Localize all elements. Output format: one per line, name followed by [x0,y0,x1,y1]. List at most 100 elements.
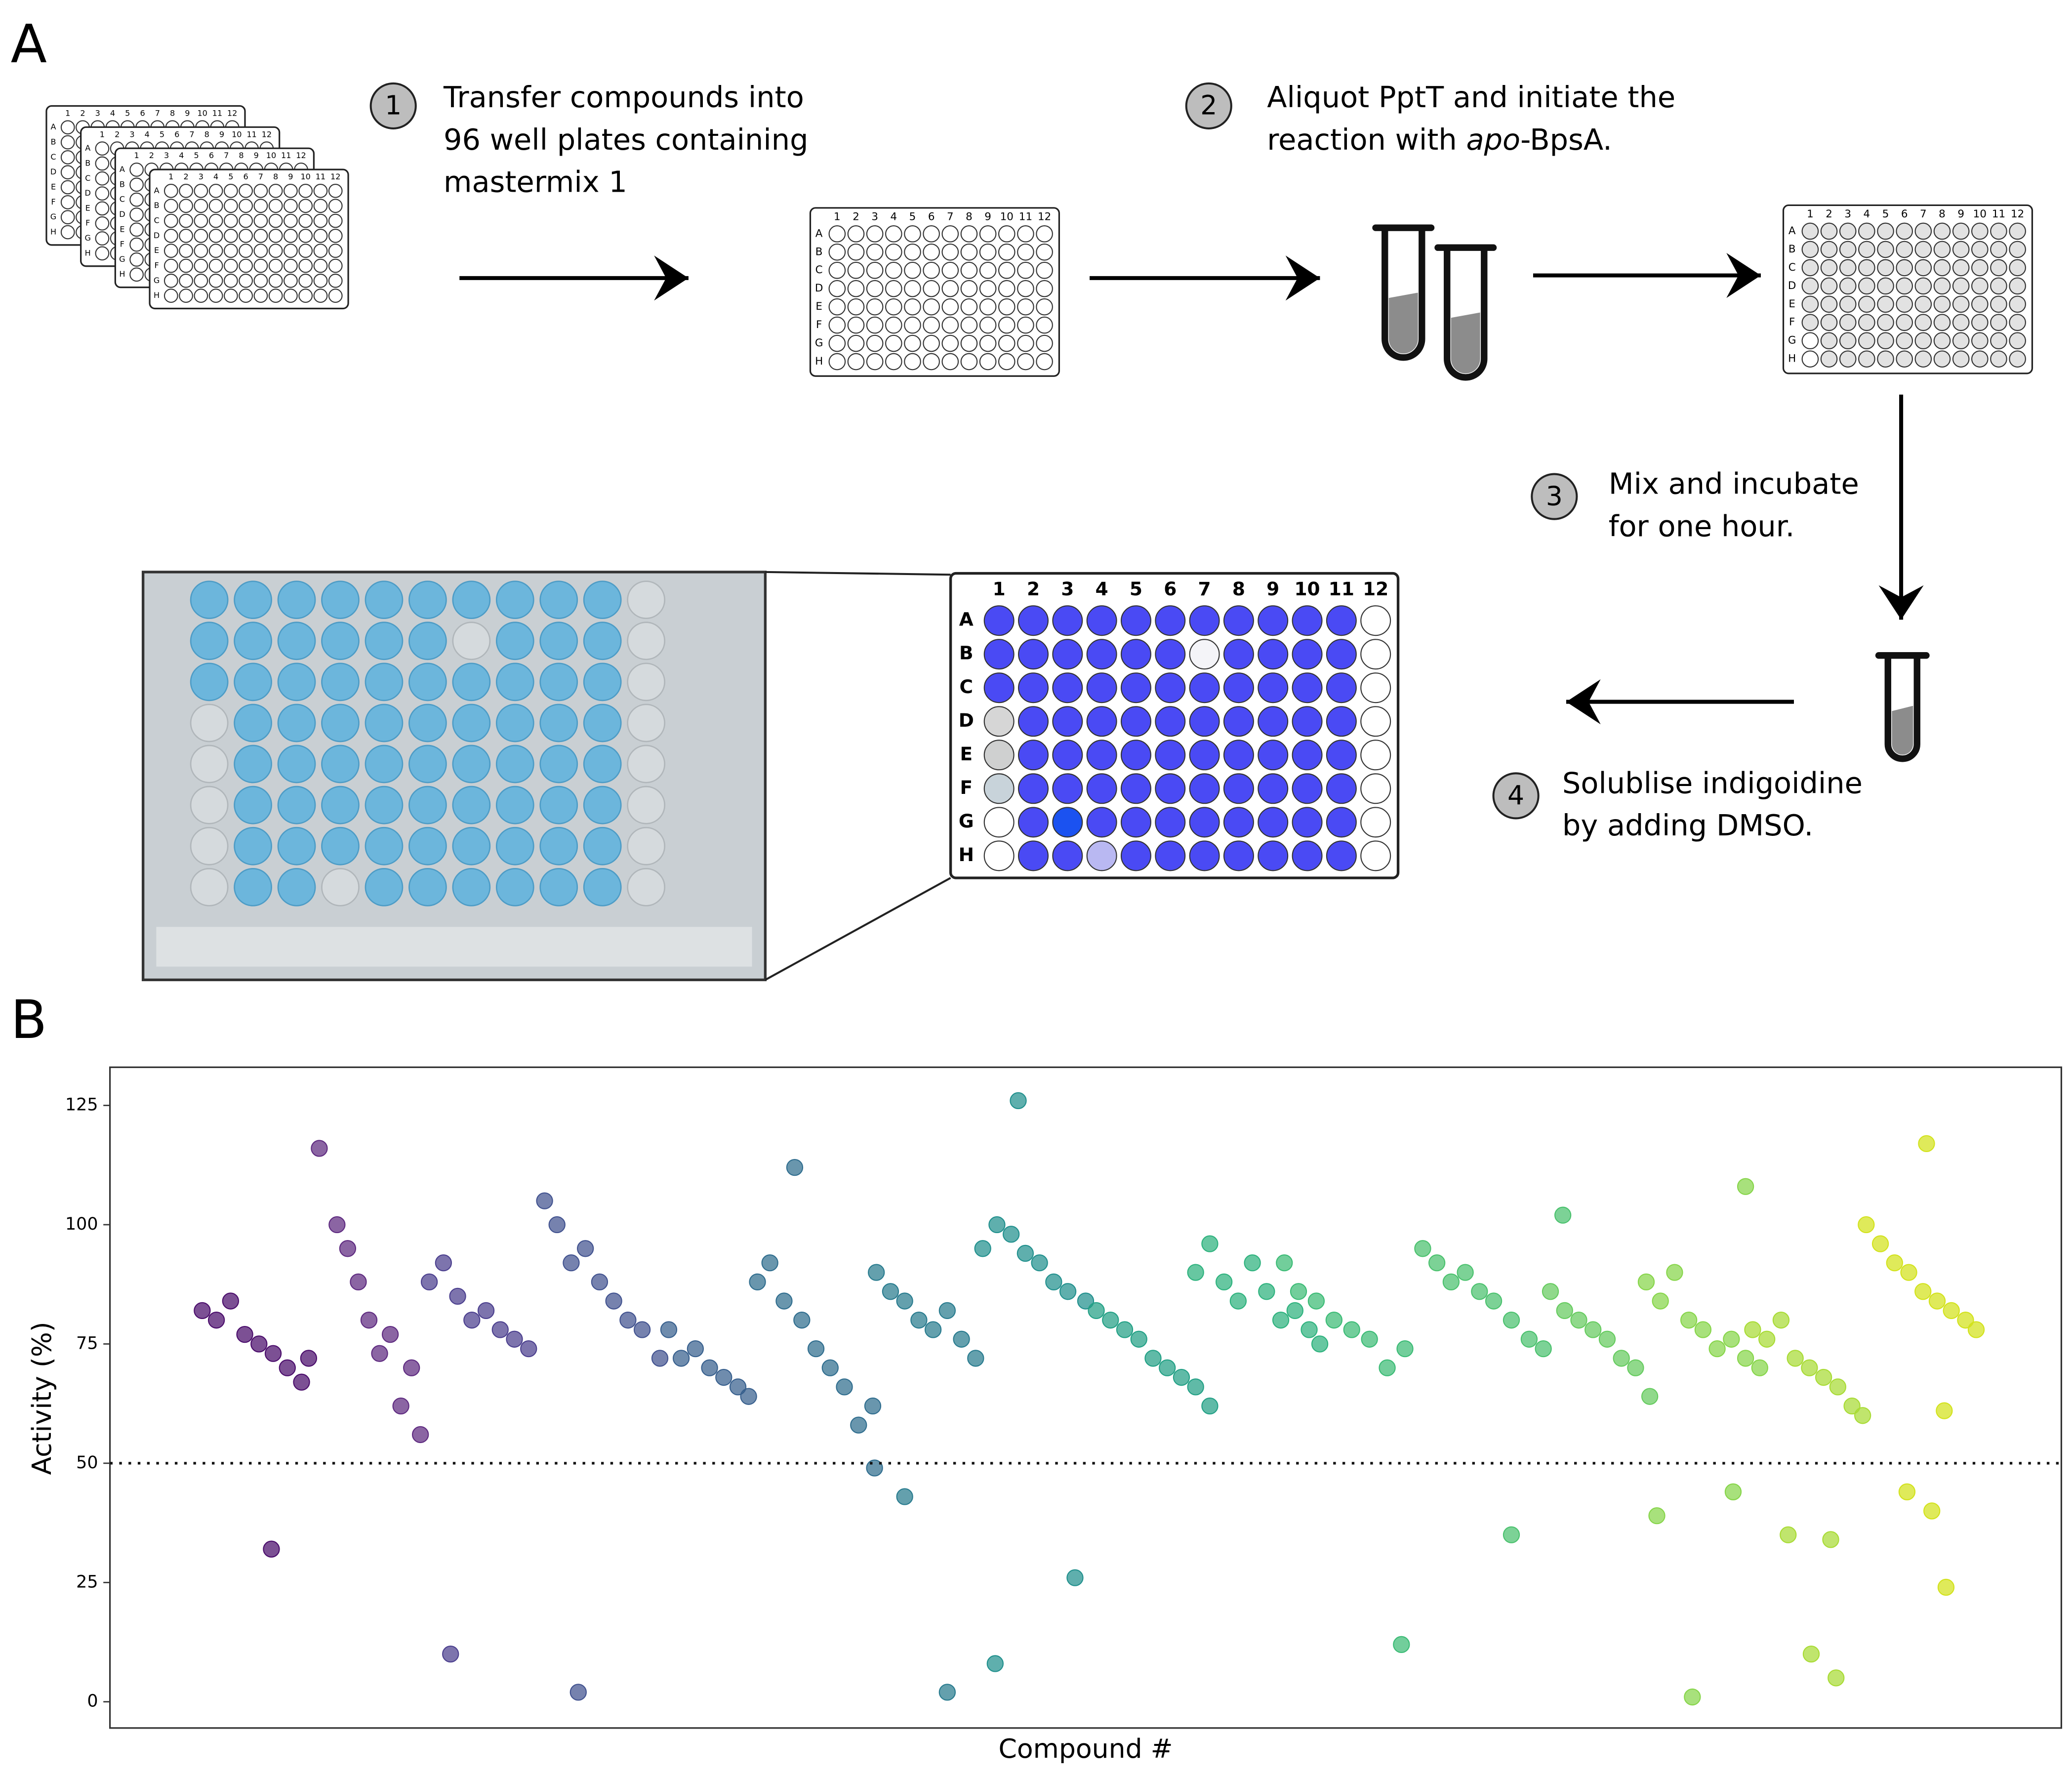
well [1223,605,1254,636]
photo-well [452,785,491,825]
well [179,244,193,258]
well [1360,807,1391,838]
photo-well [408,662,447,702]
well [1820,259,1838,277]
step-text: for one hour. [1609,509,1795,543]
point [411,1426,429,1444]
well [1801,277,1819,295]
zoom-line [765,571,951,576]
point [1414,1240,1431,1257]
well [284,183,298,198]
well [904,298,921,316]
point [910,1312,928,1329]
well [1086,639,1117,670]
well [129,267,144,282]
well [1326,639,1357,670]
point [548,1216,566,1234]
photo-well [408,868,447,907]
point [1751,1359,1768,1376]
well [1858,222,1875,240]
x-axis-label: Compound # [998,1733,1173,1764]
point [672,1350,690,1367]
well [1223,706,1254,737]
point [1503,1526,1520,1543]
plate-col-label: 9 [219,129,224,139]
point [442,1645,459,1663]
well [1990,222,2007,240]
point [1914,1283,1932,1300]
photo-well [539,744,578,784]
well [1086,672,1117,703]
plate-col-label: 2 [80,108,85,118]
plate-row-label: G [119,254,125,264]
photo-well [495,785,534,825]
well [1839,277,1857,295]
photo-well [190,580,229,620]
well [328,228,343,243]
well [1360,840,1391,871]
well [1017,334,1034,352]
well [208,244,223,258]
point [633,1321,651,1338]
photo-well [277,621,316,661]
point [974,1240,991,1257]
point [371,1345,388,1362]
well [941,225,959,243]
well [1052,740,1083,771]
well [1258,639,1289,670]
well [60,225,75,240]
well [1223,639,1254,670]
well [313,183,328,198]
well [284,199,298,213]
point [1744,1321,1761,1338]
step-number: 2 [1200,90,1217,121]
well [2009,241,2026,258]
well [223,244,238,258]
well [1820,332,1838,350]
well [163,183,178,198]
point [740,1388,757,1405]
step-text-part: reaction with [1267,123,1466,157]
well [904,353,921,371]
point [300,1350,318,1367]
photo-well [277,662,316,702]
plate-row-label: A [1788,225,1796,237]
photo-well [408,785,447,825]
well [866,280,884,297]
well [1155,672,1186,703]
point [279,1359,296,1376]
point [477,1302,495,1320]
point [1396,1340,1414,1358]
well [1952,222,1970,240]
arrow-head [1726,252,1761,298]
well [1990,332,2007,350]
well [2009,332,2026,350]
photo-well [321,744,360,784]
well [1189,706,1220,737]
well [941,280,959,297]
point [1343,1321,1360,1338]
point [1943,1302,1960,1320]
plate-row-label: B [959,642,974,664]
well [163,228,178,243]
point [619,1312,637,1329]
photo-well [408,703,447,743]
well [1292,740,1323,771]
well [1801,259,1819,277]
plate-row-label: F [154,260,159,270]
well [1820,350,1838,368]
well [60,210,75,225]
well [1971,314,1989,331]
well [998,243,1016,261]
well [163,258,178,273]
well [960,225,978,243]
point [1627,1359,1644,1376]
plot-frame [109,1066,2063,1729]
well [194,213,208,228]
well [60,165,75,180]
well [1258,706,1289,737]
well [1971,350,1989,368]
well [179,199,193,213]
well [1052,840,1083,871]
well [1839,222,1857,240]
